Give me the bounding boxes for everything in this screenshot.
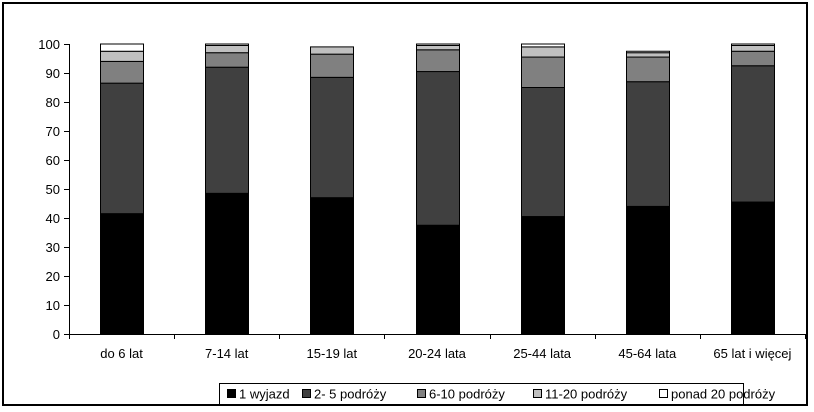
x-axis-ticks: do 6 lat 7-14 lat 15-19 lat 20-24 lata 25-44… [69, 334, 806, 361]
x-tick-label: 7-14 lat [205, 346, 249, 361]
x-tick-label: 15-19 lat [307, 346, 358, 361]
bar-segment [310, 76, 354, 199]
bar-segment [416, 44, 460, 51]
y-tick-label: 100 [38, 37, 60, 52]
bar-segment [626, 205, 670, 335]
y-tick-label: 40 [46, 211, 60, 226]
bar-segment [100, 43, 144, 52]
y-tick-label: 90 [46, 66, 60, 81]
legend: 1 wyjazd 2- 5 podróży 6-10 podróży 11-20 po… [219, 383, 776, 405]
bar-segment [205, 43, 249, 46]
legend-box [219, 383, 744, 405]
bar-segment [100, 82, 144, 215]
bar-segment [416, 49, 460, 73]
bar-segment [205, 52, 249, 68]
bar-segment [310, 53, 354, 78]
legend-swatch [533, 389, 542, 398]
legend-label: 11-20 podróży [545, 387, 628, 402]
bar-segment [731, 50, 775, 67]
x-tick-label: 65 lat i więcej [713, 346, 791, 361]
bar-segment [100, 213, 144, 335]
bar-segment [416, 71, 460, 226]
bar-segment [205, 192, 249, 335]
bar-segment [521, 56, 565, 88]
y-tick-label: 80 [46, 95, 60, 110]
y-tick-label: 30 [46, 240, 60, 255]
bar-segment [521, 43, 565, 48]
y-tick-label: 20 [46, 269, 60, 284]
bars-group [100, 43, 775, 335]
legend-label: 2- 5 podróży [314, 387, 387, 402]
bar-segment [416, 224, 460, 335]
y-axis-ticks: 0 10 20 30 40 50 60 70 80 90 100 [38, 37, 69, 342]
bar-segment [100, 50, 144, 62]
bar-segment [310, 197, 354, 335]
y-tick-label: 70 [46, 124, 60, 139]
x-tick-label: do 6 lat [100, 346, 143, 361]
bar-segment [731, 65, 775, 203]
bar-segment [626, 81, 670, 207]
legend-swatch [302, 389, 311, 398]
legend-swatch [659, 389, 668, 398]
y-tick-label: 60 [46, 153, 60, 168]
x-tick-label: 20-24 lata [408, 346, 467, 361]
bar-segment [626, 56, 670, 83]
x-tick-label: 25-44 lata [513, 346, 572, 361]
bar-segment [205, 66, 249, 194]
y-tick-label: 10 [46, 298, 60, 313]
y-tick-label: 50 [46, 182, 60, 197]
legend-label: 6-10 podróży [429, 387, 505, 402]
bar-segment [205, 44, 249, 54]
legend-swatch [227, 389, 236, 398]
x-tick-label: 45-64 lata [618, 346, 677, 361]
bar-segment [731, 201, 775, 335]
bar-segment [310, 46, 354, 55]
bar-segment [731, 43, 775, 46]
bar-segment [521, 46, 565, 58]
bar-segment [521, 87, 565, 218]
legend-label: 1 wyjazd [239, 387, 290, 402]
bar-segment [100, 60, 144, 84]
bar-segment [626, 52, 670, 58]
bar-segment [416, 43, 460, 46]
bar-segment [626, 50, 670, 54]
legend-label: ponad 20 podróży [671, 387, 776, 402]
bar-segment [731, 44, 775, 52]
y-tick-label: 0 [53, 327, 60, 342]
bar-segment [521, 216, 565, 335]
legend-swatch [417, 389, 426, 398]
